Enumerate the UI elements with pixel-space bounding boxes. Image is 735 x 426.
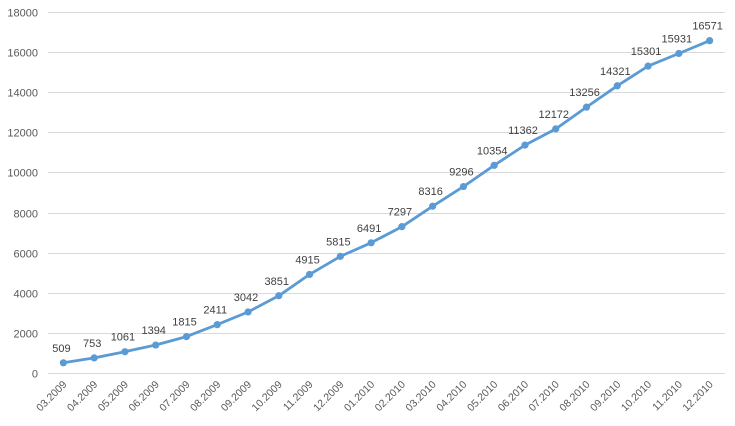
data-point-marker (490, 161, 498, 169)
x-tick-label: 03.2010 (403, 379, 438, 414)
y-tick-label: 6000 (14, 249, 38, 261)
y-tick-label: 18000 (7, 8, 38, 20)
data-label: 5815 (326, 236, 350, 248)
x-tick-label: 05.2010 (465, 379, 500, 414)
data-series (59, 37, 714, 367)
x-tick-label: 06.2010 (496, 379, 531, 414)
data-point-marker (336, 252, 344, 260)
data-labels: 509 753 1061 1394 1815 2411 3042 3851 4915 5815 64… (52, 21, 723, 355)
x-tick-label: 01.2010 (342, 379, 377, 414)
data-point-marker (275, 292, 283, 300)
data-point-marker (582, 103, 591, 111)
data-label: 2411 (203, 305, 227, 317)
data-label: 9296 (449, 167, 473, 179)
data-label: 509 (52, 343, 70, 355)
x-tick-label: 10.2010 (619, 379, 654, 414)
y-tick-label: 2000 (14, 329, 38, 341)
x-tick-label: 03.2009 (34, 379, 69, 414)
data-point-marker (90, 354, 98, 362)
x-tick-label: 02.2010 (373, 379, 408, 414)
series-line (62, 39, 711, 365)
data-point-marker (675, 49, 683, 58)
x-tick-label: 05.2009 (96, 379, 131, 414)
y-tick-label: 16000 (7, 48, 38, 60)
data-label: 3851 (265, 276, 289, 288)
data-point-marker (152, 341, 160, 349)
data-point-marker (305, 270, 314, 279)
data-label: 6491 (357, 223, 381, 235)
data-point-marker (706, 37, 714, 45)
x-tick-label: 11.2010 (650, 379, 685, 414)
data-point-marker (459, 182, 468, 191)
y-tick-label: 8000 (14, 209, 38, 221)
data-point-marker (398, 223, 406, 231)
data-point-marker (121, 348, 129, 356)
data-label: 3042 (234, 292, 258, 304)
data-label: 13256 (569, 87, 600, 99)
data-label: 1061 (111, 332, 135, 344)
data-label: 15931 (662, 33, 693, 45)
x-tick-label: 09.2010 (588, 379, 623, 414)
x-tick-label: 08.2010 (557, 379, 592, 414)
data-point-marker (213, 321, 221, 329)
data-point-marker (429, 202, 437, 210)
x-tick-label: 07.2009 (157, 379, 192, 414)
y-tick-label: 14000 (7, 88, 38, 100)
y-tick-label: 0 (32, 369, 38, 381)
data-point-marker (367, 239, 375, 247)
data-point-marker (59, 359, 67, 367)
x-tick-label: 11.2009 (281, 379, 316, 414)
data-label: 7297 (388, 207, 412, 219)
x-tick-label: 10.2009 (250, 379, 285, 414)
x-tick-label: 09.2009 (219, 379, 254, 414)
x-tick-label: 04.2010 (434, 379, 469, 414)
x-tick-label: 06.2009 (126, 379, 161, 414)
data-point-marker (182, 332, 191, 341)
data-point-marker (552, 125, 560, 133)
data-label: 1815 (172, 317, 196, 329)
y-tick-label: 4000 (14, 289, 38, 301)
data-label: 12172 (538, 109, 569, 121)
gridlines (48, 12, 725, 374)
data-label: 753 (83, 338, 101, 350)
x-tick-label: 08.2009 (188, 379, 223, 414)
data-label: 14321 (600, 66, 631, 78)
data-label: 8316 (418, 186, 442, 198)
x-tick-label: 07.2010 (527, 379, 562, 414)
data-label: 16571 (692, 21, 723, 33)
data-point-marker (244, 308, 252, 316)
data-point-marker (644, 62, 652, 70)
data-label: 1394 (141, 325, 165, 337)
y-tick-label: 10000 (7, 168, 38, 180)
x-tick-label: 04.2009 (65, 379, 100, 414)
data-point-marker (613, 82, 621, 90)
data-label: 10354 (477, 145, 508, 157)
data-label: 4915 (295, 254, 319, 266)
x-axis-labels: 03.200904.200905.200906.200907.200908.20… (34, 379, 716, 414)
data-label: 11362 (508, 125, 538, 137)
y-tick-label: 12000 (7, 128, 38, 140)
x-tick-label: 12.2010 (680, 379, 715, 414)
data-point-marker (521, 141, 529, 149)
data-label: 15301 (631, 46, 662, 58)
x-tick-label: 12.2009 (311, 379, 346, 414)
y-axis-labels: 0 2000 4000 6000 8000 10000 12000 14000 16000 180… (7, 8, 38, 381)
